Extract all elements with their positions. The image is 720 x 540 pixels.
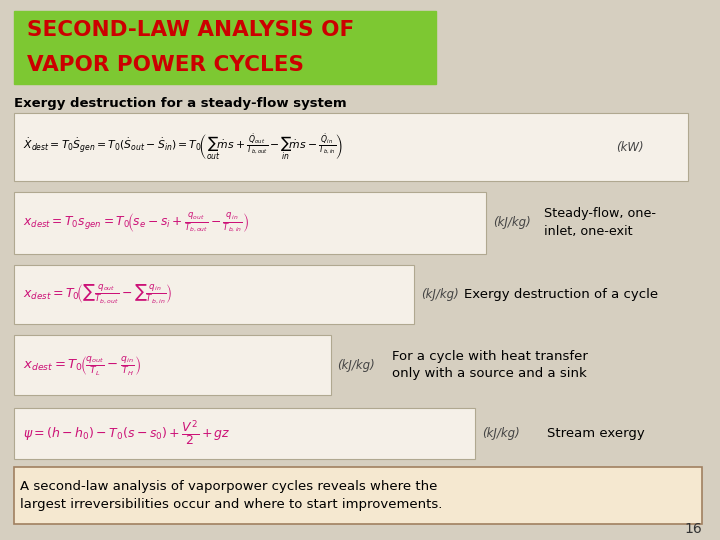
Text: Stream exergy: Stream exergy [547, 427, 645, 440]
Text: Exergy destruction for a steady-flow system: Exergy destruction for a steady-flow sys… [14, 97, 347, 110]
FancyBboxPatch shape [14, 265, 414, 324]
Text: (kJ/kg): (kJ/kg) [421, 288, 459, 301]
Text: $x_{dest} = T_0\!\left(\frac{q_{out}}{T_L} - \frac{q_{in}}{T_H}\right)$: $x_{dest} = T_0\!\left(\frac{q_{out}}{T_… [23, 354, 141, 376]
Text: (kJ/kg): (kJ/kg) [493, 216, 531, 229]
FancyBboxPatch shape [14, 192, 486, 254]
Text: (kJ/kg): (kJ/kg) [482, 427, 520, 440]
Text: Steady-flow, one-
inlet, one-exit: Steady-flow, one- inlet, one-exit [544, 207, 656, 238]
FancyBboxPatch shape [14, 408, 475, 459]
FancyBboxPatch shape [14, 467, 702, 524]
Text: SECOND-LAW ANALYSIS OF: SECOND-LAW ANALYSIS OF [27, 21, 355, 40]
FancyBboxPatch shape [14, 113, 688, 181]
Text: Exergy destruction of a cycle: Exergy destruction of a cycle [464, 288, 659, 301]
Text: $\psi = (h - h_0) - T_0(s - s_0) + \dfrac{V^2}{2} + gz$: $\psi = (h - h_0) - T_0(s - s_0) + \dfra… [23, 418, 230, 448]
Text: (kW): (kW) [616, 140, 643, 154]
Text: (kJ/kg): (kJ/kg) [337, 359, 374, 372]
FancyBboxPatch shape [14, 335, 331, 395]
Text: $x_{dest} = T_0\!\left(\sum\frac{q_{out}}{T_{b,out}} - \sum\frac{q_{in}}{T_{b,in: $x_{dest} = T_0\!\left(\sum\frac{q_{out}… [23, 283, 173, 306]
Text: $x_{dest} = T_0s_{gen} = T_0\!\left(s_e - s_i + \frac{q_{out}}{T_{b,out}} - \fra: $x_{dest} = T_0s_{gen} = T_0\!\left(s_e … [23, 211, 249, 234]
Text: VAPOR POWER CYCLES: VAPOR POWER CYCLES [27, 56, 305, 76]
Text: 16: 16 [684, 522, 702, 536]
FancyBboxPatch shape [14, 11, 436, 84]
Text: $\dot{X}_{dest} = T_0\dot{S}_{gen} = T_0(\dot{S}_{out} - \dot{S}_{in}) = T_0\!\l: $\dot{X}_{dest} = T_0\dot{S}_{gen} = T_0… [23, 132, 343, 162]
Text: For a cycle with heat transfer
only with a source and a sink: For a cycle with heat transfer only with… [392, 350, 588, 380]
Text: A second-law analysis of vaporpower cycles reveals where the
largest irreversibi: A second-law analysis of vaporpower cycl… [20, 480, 443, 511]
